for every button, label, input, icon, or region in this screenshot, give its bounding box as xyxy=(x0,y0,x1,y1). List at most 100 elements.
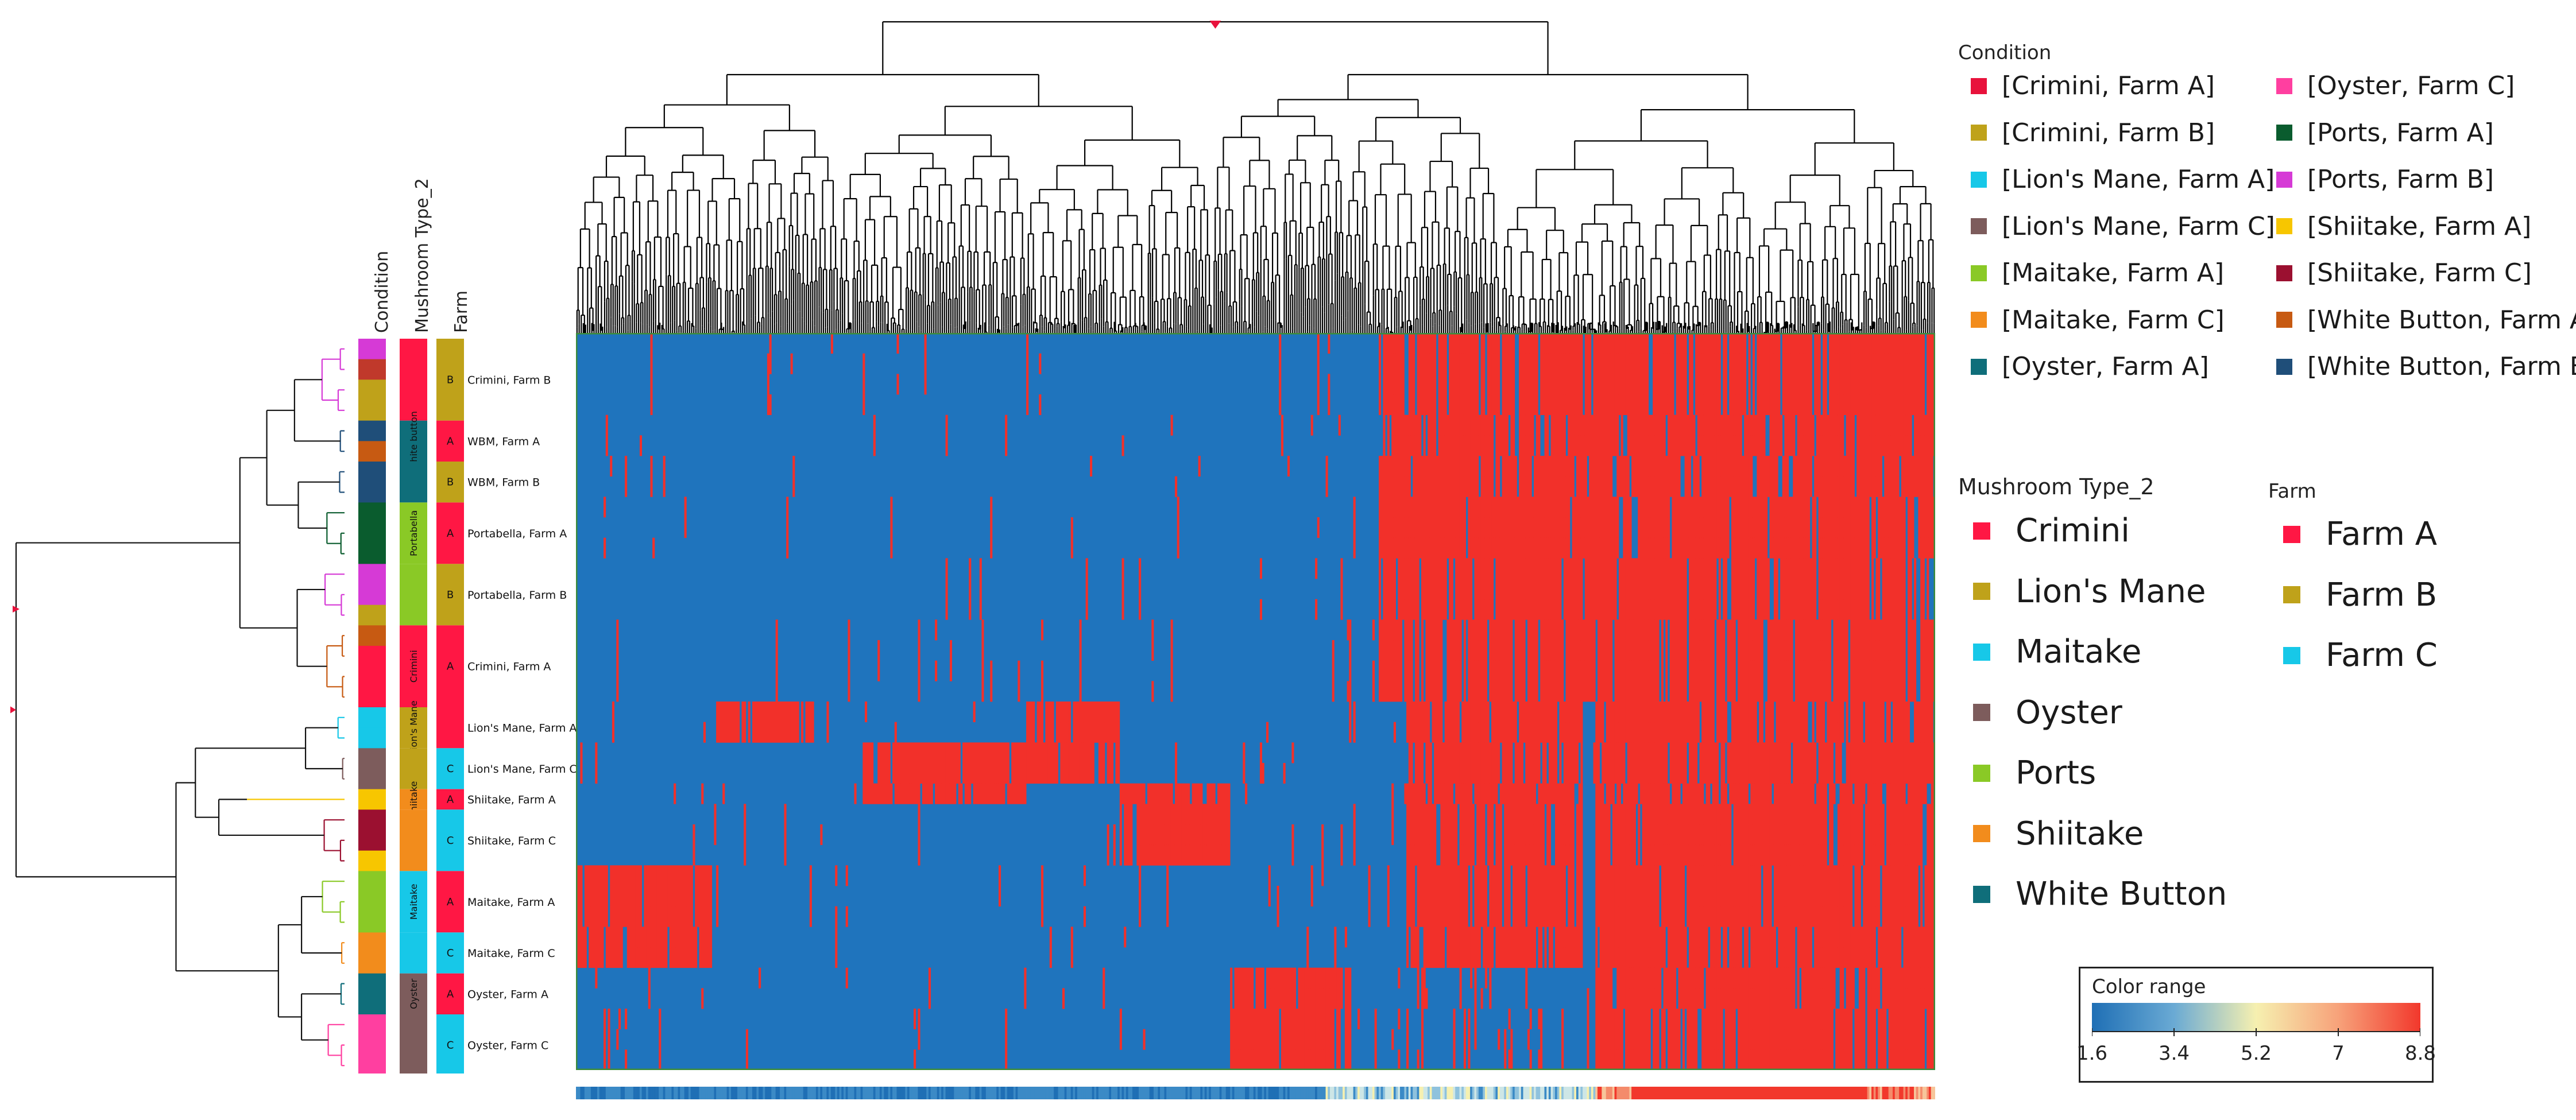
heatmap-cell xyxy=(1079,660,1082,681)
heatmap-cell xyxy=(614,927,617,948)
heatmap-cell xyxy=(1391,394,1394,416)
heatmap-cell xyxy=(1295,1029,1298,1050)
heatmap-cell xyxy=(890,497,893,518)
heatmap-cell xyxy=(1440,619,1443,641)
heatmap-cell xyxy=(945,783,948,804)
heatmap-cell xyxy=(1083,763,1086,784)
heatmap-cell xyxy=(1423,702,1426,723)
heatmap-cell xyxy=(1374,1009,1377,1030)
heatmap-cell xyxy=(937,742,939,764)
condition-cell xyxy=(358,441,386,462)
heatmap-cell xyxy=(1064,742,1067,764)
heatmap-cell xyxy=(1291,967,1294,989)
heatmap-cell xyxy=(930,742,933,764)
heatmap-cell xyxy=(1183,804,1186,825)
heatmap-cell xyxy=(599,886,602,907)
heatmap-cell xyxy=(650,927,653,948)
heatmap-cell xyxy=(1234,1029,1237,1050)
farm-cell-letter: A xyxy=(447,896,454,908)
heatmap-cell xyxy=(879,763,882,784)
heatmap-cell xyxy=(981,619,984,641)
heatmap-cell xyxy=(729,722,732,743)
heatmap-cell xyxy=(760,702,763,723)
heatmap-cell xyxy=(1302,1009,1305,1030)
heatmap-cell xyxy=(1298,1009,1301,1030)
heatmap-cell xyxy=(1079,619,1082,641)
heatmap-cell xyxy=(1325,1049,1328,1070)
heatmap-cell xyxy=(604,1049,606,1070)
heatmap-cell xyxy=(604,497,606,518)
heatmap-cell xyxy=(896,374,899,395)
heatmap-cell xyxy=(1391,333,1394,354)
heatmap-cell xyxy=(1440,702,1443,723)
heatmap-cell xyxy=(1413,579,1415,600)
farm-cell xyxy=(436,1014,464,1074)
heatmap-cell xyxy=(663,927,666,948)
farm-cell xyxy=(436,502,464,564)
heatmap-cell xyxy=(1249,967,1252,989)
heatmap-cell xyxy=(1408,414,1411,436)
heatmap-cell xyxy=(1024,783,1027,804)
heatmap-cell xyxy=(635,947,638,968)
heatmap-cell xyxy=(1389,619,1392,641)
heatmap-cell xyxy=(1064,702,1067,723)
heatmap-cell xyxy=(605,927,608,948)
condition-cell xyxy=(358,625,386,646)
heatmap-cell xyxy=(752,702,755,723)
heatmap-cell xyxy=(778,722,780,743)
heatmap-cell xyxy=(680,906,683,927)
heatmap-cell xyxy=(1379,497,1382,518)
heatmap-cell xyxy=(775,619,778,641)
heatmap-cell xyxy=(1387,497,1390,518)
heatmap-cell xyxy=(1436,660,1438,681)
heatmap-cell xyxy=(1100,742,1103,764)
heatmap-cell xyxy=(1268,1029,1271,1050)
heatmap-cell xyxy=(1085,702,1088,723)
heatmap-cell xyxy=(1385,456,1388,477)
heatmap-cell xyxy=(1402,497,1405,518)
heatmap-cell xyxy=(1391,374,1394,395)
heatmap-cell xyxy=(1179,804,1182,825)
heatmap-cell xyxy=(1049,947,1052,968)
heatmap-cell xyxy=(937,783,939,804)
heatmap-cell xyxy=(784,722,787,743)
heatmap-cell xyxy=(1049,702,1052,723)
heatmap-cell xyxy=(595,763,598,784)
heatmap-cell xyxy=(644,947,647,968)
heatmap-cell xyxy=(584,886,587,907)
heatmap-cell xyxy=(924,374,927,395)
heatmap-cell xyxy=(1306,1029,1309,1050)
heatmap-cell xyxy=(1398,456,1401,477)
heatmap-cell xyxy=(616,886,619,907)
farm-cell xyxy=(436,871,464,933)
heatmap-cell xyxy=(1414,435,1417,456)
heatmap-cell xyxy=(1221,804,1224,825)
heatmap-cell xyxy=(1281,988,1283,1009)
heatmap-cell xyxy=(1104,722,1108,743)
heatmap-cell xyxy=(1432,722,1434,743)
heatmap-cell xyxy=(1380,517,1383,538)
heatmap-cell xyxy=(1328,967,1330,989)
heatmap-cell xyxy=(848,619,850,641)
heatmap-cell xyxy=(1079,640,1082,661)
heatmap-cell xyxy=(590,906,593,927)
heatmap-cell xyxy=(1119,1009,1122,1030)
heatmap-cell xyxy=(773,702,776,723)
heatmap-cell xyxy=(1347,619,1349,641)
heatmap-cell xyxy=(1432,619,1434,641)
heatmap-cell xyxy=(1107,702,1109,723)
heatmap-cell xyxy=(1329,1009,1333,1030)
heatmap-cell xyxy=(1398,619,1401,641)
heatmap-cell xyxy=(1421,783,1424,804)
heatmap-cell xyxy=(1423,824,1426,846)
heatmap-cell xyxy=(894,763,897,784)
heatmap-cell xyxy=(1429,537,1432,559)
heatmap-cell xyxy=(716,886,719,907)
heatmap-cell xyxy=(1391,681,1394,702)
heatmap-cell xyxy=(1410,353,1413,374)
heatmap-cell xyxy=(1258,1049,1260,1070)
heatmap-cell xyxy=(782,722,784,743)
heatmap-cell xyxy=(1225,824,1228,846)
heatmap-cell xyxy=(1022,742,1024,764)
heatmap-cell xyxy=(1143,824,1146,846)
